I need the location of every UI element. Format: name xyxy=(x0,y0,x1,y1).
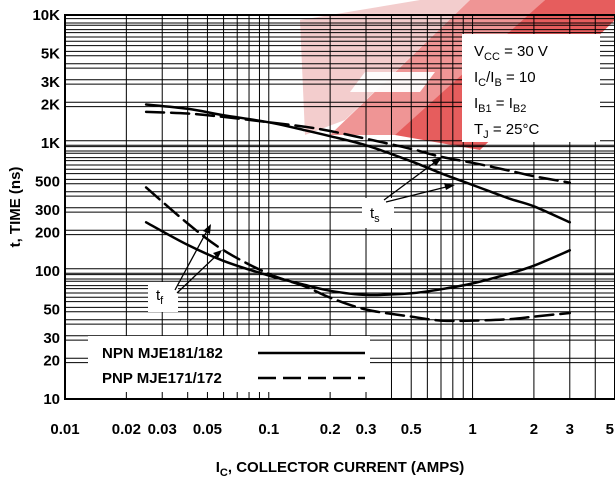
plot-grid xyxy=(65,15,615,399)
condition-vcc: VCC = 30 V xyxy=(474,43,548,63)
x-tick-label: 0.05 xyxy=(193,421,222,438)
condition-ic-ib: IC/IB = 10 xyxy=(474,69,536,89)
conditions-box: VCC = 30 V IC/IB = 10 IB1 = IB2 TJ = 25°… xyxy=(462,34,600,142)
y-tick-label: 5K xyxy=(41,46,60,63)
y-tick-label: 1K xyxy=(41,135,60,152)
y-tick-label: 500 xyxy=(35,174,60,191)
y-tick-label: 50 xyxy=(43,302,60,319)
tf-label: tf xyxy=(156,287,164,307)
tf-curve-dashed xyxy=(144,186,572,323)
x-tick-label: 1 xyxy=(468,421,476,438)
label-tf: tf xyxy=(148,224,222,312)
y-tick-label: 20 xyxy=(43,352,60,369)
y-tick-label: 30 xyxy=(43,330,60,347)
x-tick-label: 2 xyxy=(530,421,538,438)
label-ts: ts xyxy=(362,157,455,228)
ts-pointer-1 xyxy=(383,159,439,201)
tf-arrowhead-1 xyxy=(203,224,211,234)
legend-label-pnp: PNP MJE171/172 xyxy=(102,370,222,387)
x-tick-label: 0.01 xyxy=(50,421,79,438)
y-axis-label: t, TIME (ns) xyxy=(7,167,24,248)
curves xyxy=(144,103,572,323)
ts-label: ts xyxy=(370,205,380,225)
ts-arrowhead-2 xyxy=(444,183,455,190)
tf-arrowhead-2 xyxy=(213,250,222,258)
y-tick-label: 300 xyxy=(35,202,60,219)
ts-curve-solid xyxy=(144,103,572,224)
x-tick-label: 0.3 xyxy=(356,421,377,438)
tf-pointer-2 xyxy=(176,253,219,294)
legend: NPN MJE181/182 PNP MJE171/172 xyxy=(88,336,370,392)
x-axis-label: IC, COLLECTOR CURRENT (AMPS) xyxy=(216,459,465,479)
tf-pointer-1 xyxy=(174,228,209,291)
ts-curve-dashed xyxy=(144,110,572,184)
x-tick-label: 0.02 xyxy=(112,421,141,438)
legend-label-npn: NPN MJE181/182 xyxy=(102,345,223,362)
x-tick-label: 5 xyxy=(606,421,614,438)
y-tick-label: 2K xyxy=(41,96,60,113)
y-tick-label: 10K xyxy=(32,7,60,24)
condition-tj: TJ = 25°C xyxy=(474,121,539,141)
y-tick-label: 3K xyxy=(41,74,60,91)
y-tick-label: 200 xyxy=(35,224,60,241)
x-tick-label: 0.5 xyxy=(401,421,422,438)
x-tick-label: 0.2 xyxy=(320,421,341,438)
x-tick-label: 3 xyxy=(566,421,574,438)
y-tick-label: 10 xyxy=(43,391,60,408)
condition-ib1-ib2: IB1 = IB2 xyxy=(474,95,526,115)
y-tick-label: 100 xyxy=(35,263,60,280)
tf-curve-solid xyxy=(144,221,572,297)
x-tick-label: 0.1 xyxy=(258,421,279,438)
ts-pointer-2 xyxy=(385,185,451,203)
x-tick-label: 0.03 xyxy=(148,421,177,438)
plot-frame xyxy=(64,14,615,400)
ts-arrowhead-1 xyxy=(431,157,442,166)
axis-ticks: 10 20 30 50 100 200 300 500 1K 2K 3K 5K 10K 0.01 0.02 0… xyxy=(32,7,614,438)
